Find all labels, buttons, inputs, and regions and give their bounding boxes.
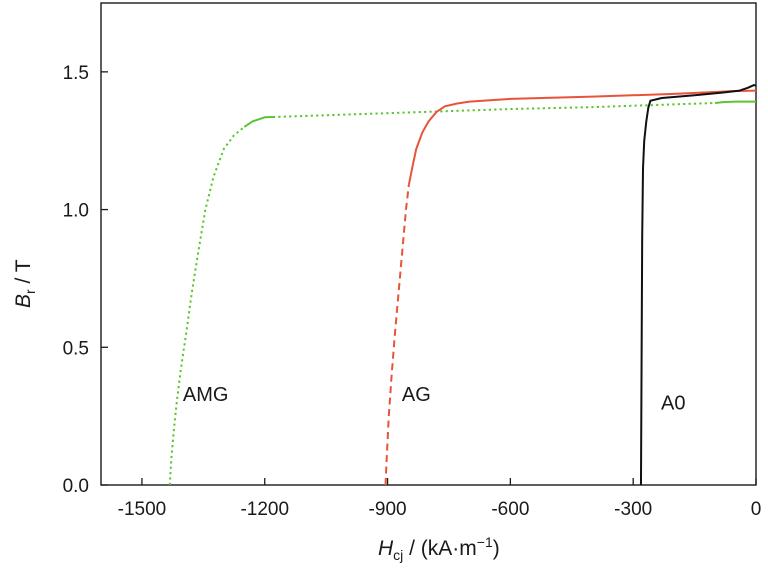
series-line-amg [243,116,273,128]
series-line-a0 [639,84,757,486]
x-tick-label: -600 [491,499,529,520]
y-tick-label: 0.5 [63,338,89,359]
series-layer [168,84,757,486]
plot-frame [100,2,757,486]
x-axis-title: Hcj / (kA·m−1) [378,534,500,563]
x-tick-label: 0 [751,499,762,520]
x-tick-label: -1200 [240,499,289,520]
x-tick-label: -300 [614,499,652,520]
series-line-ag [407,89,757,185]
series-label-amg: AMG [183,384,229,406]
y-axis-title: Br / T [12,259,38,308]
series-label-a0: A0 [661,392,685,414]
y-tick-label: 0.0 [63,476,89,497]
y-tick-label: 1.0 [63,201,89,222]
series-label-layer: AMG AG A0 [183,384,686,414]
x-tick-label: -900 [369,499,407,520]
series-line-amg [272,101,716,119]
series-line-amg [168,126,245,486]
series-line-ag [384,184,410,486]
series-line-amg [714,100,756,104]
series-label-ag: AG [402,384,431,406]
tick-layer: -1500 -1200 -900 -600 -300 0 0.0 0.5 1.0 1.5 [63,63,762,520]
x-tick-label: -1500 [118,499,167,520]
y-tick-label: 1.5 [63,63,89,84]
